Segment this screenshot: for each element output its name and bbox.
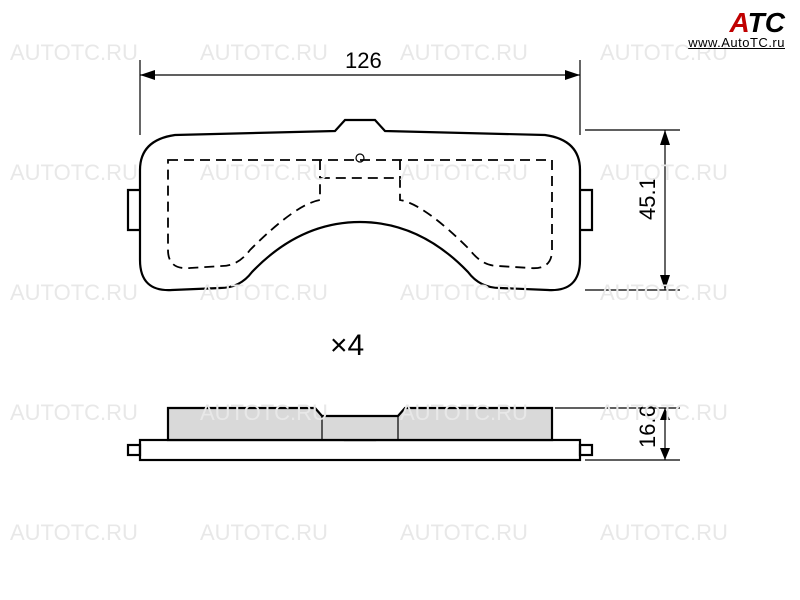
dim-height-label: 45.1: [635, 177, 660, 220]
drawing-canvas: 126 45.1 ×4: [0, 0, 800, 600]
logo-url: www.AutoTC.ru: [688, 35, 785, 50]
front-view: [128, 120, 592, 290]
logo-tc: TC: [748, 7, 785, 38]
dim-thickness-label: 16.6: [635, 405, 660, 448]
dim-width: 126: [140, 48, 580, 135]
dim-height: 45.1: [585, 130, 680, 290]
logo-a: A: [730, 7, 748, 38]
quantity-label: ×4: [330, 329, 364, 362]
brand-logo: ATC www.AutoTC.ru: [688, 10, 785, 50]
side-view: [128, 408, 592, 460]
dim-thickness: 16.6: [555, 405, 680, 460]
dim-width-label: 126: [345, 48, 382, 73]
